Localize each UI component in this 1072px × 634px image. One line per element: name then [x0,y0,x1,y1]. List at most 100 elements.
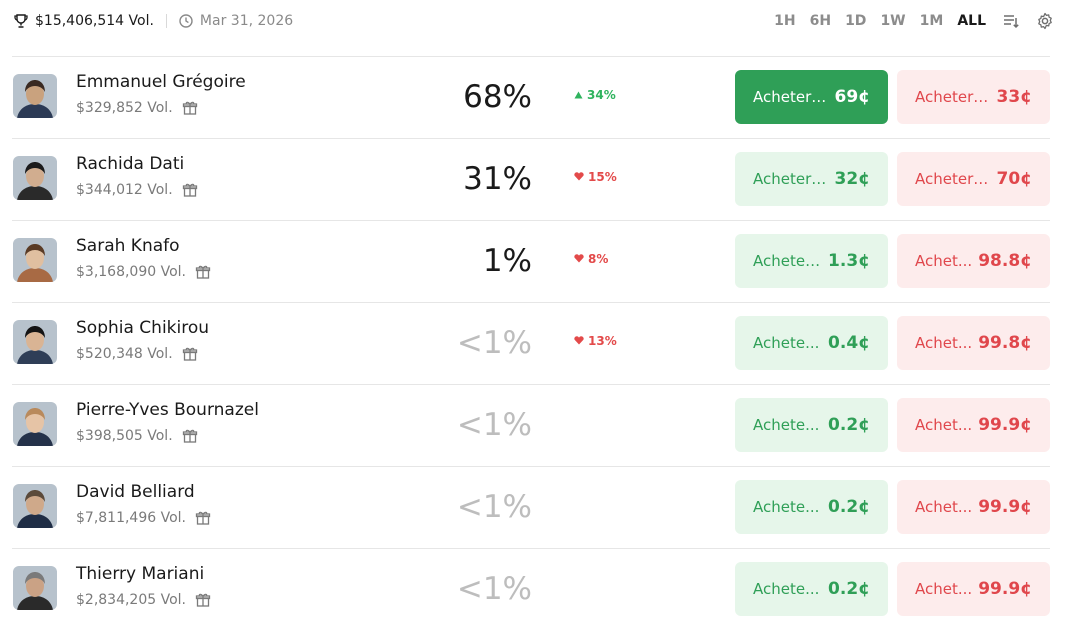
gift-icon[interactable] [182,346,198,362]
chance-delta: 15% [574,170,617,184]
buy-no-price: 99.9¢ [978,579,1032,599]
chance-percent: 31% [463,161,532,197]
buy-yes-label: Achete... [753,498,820,516]
chance-block: 31% 15% [462,159,642,199]
buy-yes-label: Acheter ... [753,252,822,270]
timeframe-6h[interactable]: 6H [809,13,832,29]
buy-yes-price: 0.2¢ [828,497,870,517]
buy-no-button[interactable]: Achet... 99.9¢ [897,562,1050,616]
buy-no-price: 70¢ [996,169,1033,189]
gear-icon[interactable] [1036,12,1054,30]
candidate-volume-line: $3,168,090 Vol. [76,264,211,280]
timeframe-1d[interactable]: 1D [845,13,867,29]
timeframe-all[interactable]: ALL [957,13,986,29]
buy-no-button[interactable]: Achet... 99.9¢ [897,398,1050,452]
buy-no-label: Achet... [915,334,973,352]
candidate-volume: $2,834,205 Vol. [76,592,187,608]
buy-no-button[interactable]: Acheter ... 70¢ [897,152,1050,206]
candidate-volume-line: $344,012 Vol. [76,182,198,198]
clock-icon [178,13,194,29]
outcome-row[interactable]: Pierre-Yves Bournazel $398,505 Vol. <1% Ach… [12,384,1050,467]
timeframe-bar: 1H 6H 1D 1W 1M ALL [760,11,1054,31]
buy-yes-price: 0.4¢ [828,333,870,353]
outcome-row[interactable]: Emmanuel Grégoire $329,852 Vol. 68% 34% Ache… [12,56,1050,139]
buy-yes-button[interactable]: Achete... 0.2¢ [735,562,888,616]
candidate-name[interactable]: Rachida Dati [76,154,185,174]
buy-no-label: Achet... [915,252,973,270]
candidate-avatar [13,402,57,446]
buy-no-price: 99.9¢ [978,415,1032,435]
buy-no-label: Acheter ... [915,88,991,106]
buy-yes-label: Achete... [753,334,820,352]
candidate-avatar [13,484,57,528]
buy-no-button[interactable]: Achet... 98.8¢ [897,234,1050,288]
heart-down-icon [574,336,588,345]
chance-percent: <1% [456,407,532,443]
buy-no-button[interactable]: Achet... 99.9¢ [897,480,1050,534]
chance-delta: 34% [574,88,616,102]
outcome-row[interactable]: Sophia Chikirou $520,348 Vol. <1% 13% Achete… [12,302,1050,385]
buy-yes-price: 0.2¢ [828,415,870,435]
buy-no-price: 98.8¢ [978,251,1032,271]
buy-yes-price: 32¢ [834,169,871,189]
chance-delta-value: 8% [588,252,609,266]
candidate-name[interactable]: David Belliard [76,482,195,502]
outcome-row[interactable]: Sarah Knafo $3,168,090 Vol. 1% 8% Acheter ..… [12,220,1050,303]
buy-yes-price: 69¢ [834,87,871,107]
outcome-row[interactable]: Rachida Dati $344,012 Vol. 31% 15% Acheter .… [12,138,1050,221]
buy-no-label: Acheter ... [915,170,991,188]
buy-yes-button[interactable]: Acheter ... 32¢ [735,152,888,206]
chance-percent: <1% [456,325,532,361]
candidate-volume: $7,811,496 Vol. [76,510,187,526]
gift-icon[interactable] [182,428,198,444]
candidate-name[interactable]: Thierry Mariani [76,564,205,584]
chance-block: <1% 13% [457,323,642,363]
candidate-name[interactable]: Sarah Knafo [76,236,180,256]
gift-icon[interactable] [195,592,211,608]
gift-icon[interactable] [182,182,198,198]
candidate-avatar [13,74,57,118]
buy-yes-button[interactable]: Acheter ... 69¢ [735,70,888,124]
divider [165,14,167,28]
gift-icon[interactable] [195,510,211,526]
buy-yes-button[interactable]: Achete... 0.4¢ [735,316,888,370]
chance-block: 68% 34% [462,77,642,117]
buy-yes-button[interactable]: Acheter ... 1.3¢ [735,234,888,288]
candidate-name[interactable]: Pierre-Yves Bournazel [76,400,259,420]
buy-no-price: 99.8¢ [978,333,1032,353]
candidate-avatar [13,156,57,200]
buy-yes-button[interactable]: Achete... 0.2¢ [735,398,888,452]
outcome-row[interactable]: David Belliard $7,811,496 Vol. <1% Achete..… [12,466,1050,549]
trophy-icon [13,13,29,29]
candidate-volume-line: $520,348 Vol. [76,346,198,362]
timeframe-1h[interactable]: 1H [774,13,796,29]
gift-icon[interactable] [182,100,198,116]
candidate-volume-line: $398,505 Vol. [76,428,198,444]
buy-no-price: 33¢ [996,87,1033,107]
chance-percent: 68% [463,79,532,115]
buy-yes-button[interactable]: Achete... 0.2¢ [735,480,888,534]
buy-no-button[interactable]: Acheter ... 33¢ [897,70,1050,124]
timeframe-1m[interactable]: 1M [919,13,944,29]
candidate-volume-line: $329,852 Vol. [76,100,198,116]
market-stats: $15,406,514 Vol. Mar 31, 2026 [13,11,293,31]
chance-percent: <1% [456,489,532,525]
candidate-volume: $398,505 Vol. [76,428,173,444]
buy-yes-label: Acheter ... [753,88,829,106]
buy-yes-label: Achete... [753,580,820,598]
gift-icon[interactable] [195,264,211,280]
market-header: $15,406,514 Vol. Mar 31, 2026 1H 6H 1D 1… [0,0,1072,44]
buy-no-price: 99.9¢ [978,497,1032,517]
buy-yes-price: 1.3¢ [828,251,870,271]
candidate-name[interactable]: Emmanuel Grégoire [76,72,246,92]
sort-icon[interactable] [1002,12,1020,30]
timeframe-1w[interactable]: 1W [880,13,906,29]
candidate-volume: $3,168,090 Vol. [76,264,187,280]
outcome-row[interactable]: Thierry Mariani $2,834,205 Vol. <1% Achete.… [12,548,1050,631]
chance-block: <1% [457,405,642,445]
buy-no-label: Achet... [915,498,973,516]
candidate-name[interactable]: Sophia Chikirou [76,318,210,338]
buy-no-button[interactable]: Achet... 99.8¢ [897,316,1050,370]
buy-yes-label: Acheter ... [753,170,829,188]
heart-down-icon [574,172,588,181]
